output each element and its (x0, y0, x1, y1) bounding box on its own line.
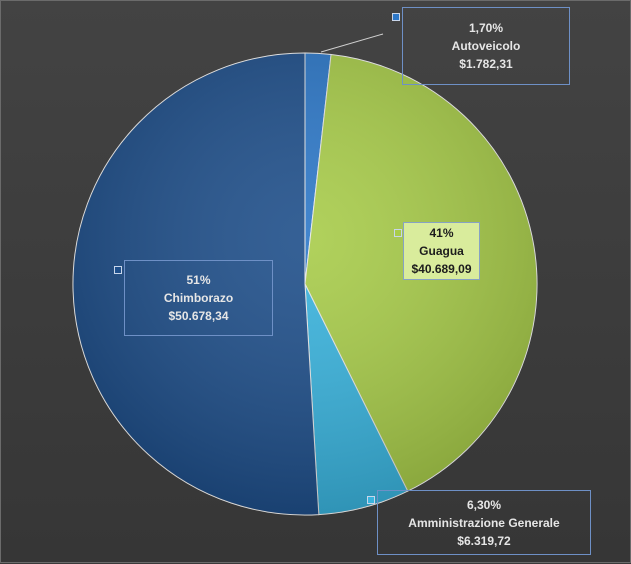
amministrazione-percent: 6,30% (466, 497, 502, 512)
amministrazione-name: Amministrazione Generale (408, 515, 560, 530)
guagua-value: $40.689,09 (411, 262, 472, 276)
data-label-chimborazo: 51% Chimborazo $50.678,34 (124, 260, 273, 336)
guagua-percent: 41% (429, 226, 454, 240)
chimborazo-percent: 51% (186, 273, 211, 287)
label-key-amministrazione (367, 496, 375, 504)
autoveicolo-name: Autoveicolo (451, 39, 521, 53)
guagua-name: Guagua (419, 244, 464, 258)
chimborazo-value: $50.678,34 (168, 309, 229, 323)
autoveicolo-value: $1.782,31 (459, 57, 513, 71)
data-label-guagua: 41% Guagua $40.689,09 (403, 222, 480, 280)
data-label-amministrazione-generale: 6,30% Amministrazione Generale $6.319,72 (377, 490, 591, 555)
chimborazo-name: Chimborazo (163, 291, 234, 305)
label-key-autoveicolo (392, 13, 400, 21)
amministrazione-value: $6.319,72 (457, 533, 511, 548)
label-key-chimborazo (114, 266, 122, 274)
data-label-autoveicolo: 1,70% Autoveicolo $1.782,31 (402, 7, 570, 85)
autoveicolo-percent: 1,70% (468, 21, 504, 35)
leader-line-autoveicolo (320, 33, 384, 53)
label-key-guagua (394, 229, 402, 237)
